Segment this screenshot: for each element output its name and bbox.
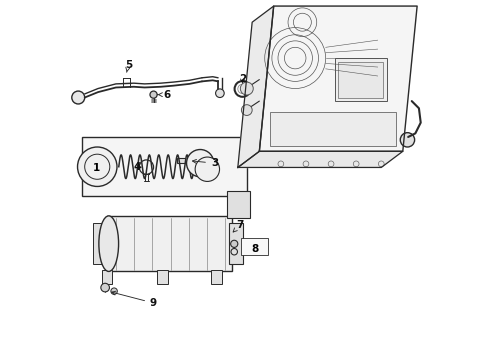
Circle shape xyxy=(111,288,117,294)
Bar xyxy=(177,158,185,163)
Bar xyxy=(335,58,387,101)
Ellipse shape xyxy=(99,216,119,271)
Circle shape xyxy=(240,82,253,95)
Circle shape xyxy=(150,91,157,98)
Text: 8: 8 xyxy=(251,244,258,254)
Circle shape xyxy=(101,283,109,292)
Circle shape xyxy=(242,105,252,116)
Text: 9: 9 xyxy=(112,291,157,308)
Circle shape xyxy=(77,147,117,186)
Bar xyxy=(107,216,232,271)
Bar xyxy=(229,223,243,264)
Circle shape xyxy=(195,157,220,181)
Circle shape xyxy=(400,133,415,147)
Bar xyxy=(211,270,221,284)
Polygon shape xyxy=(238,151,403,167)
Circle shape xyxy=(231,240,238,247)
Text: 4: 4 xyxy=(133,162,141,172)
Polygon shape xyxy=(259,6,417,151)
Text: 3: 3 xyxy=(193,158,218,168)
Circle shape xyxy=(216,89,224,98)
Text: 2: 2 xyxy=(239,73,246,84)
Text: 6: 6 xyxy=(158,90,171,100)
Bar xyxy=(157,270,168,284)
Bar xyxy=(338,62,383,98)
Text: 5: 5 xyxy=(125,59,132,72)
Bar xyxy=(82,137,247,196)
Circle shape xyxy=(72,91,85,104)
Polygon shape xyxy=(238,6,274,167)
Circle shape xyxy=(187,149,214,177)
Bar xyxy=(101,270,112,284)
Bar xyxy=(270,112,395,146)
Text: 1: 1 xyxy=(93,163,100,173)
Bar xyxy=(93,223,101,264)
Bar xyxy=(227,191,250,218)
Bar xyxy=(242,238,269,255)
Text: 7: 7 xyxy=(233,220,244,232)
